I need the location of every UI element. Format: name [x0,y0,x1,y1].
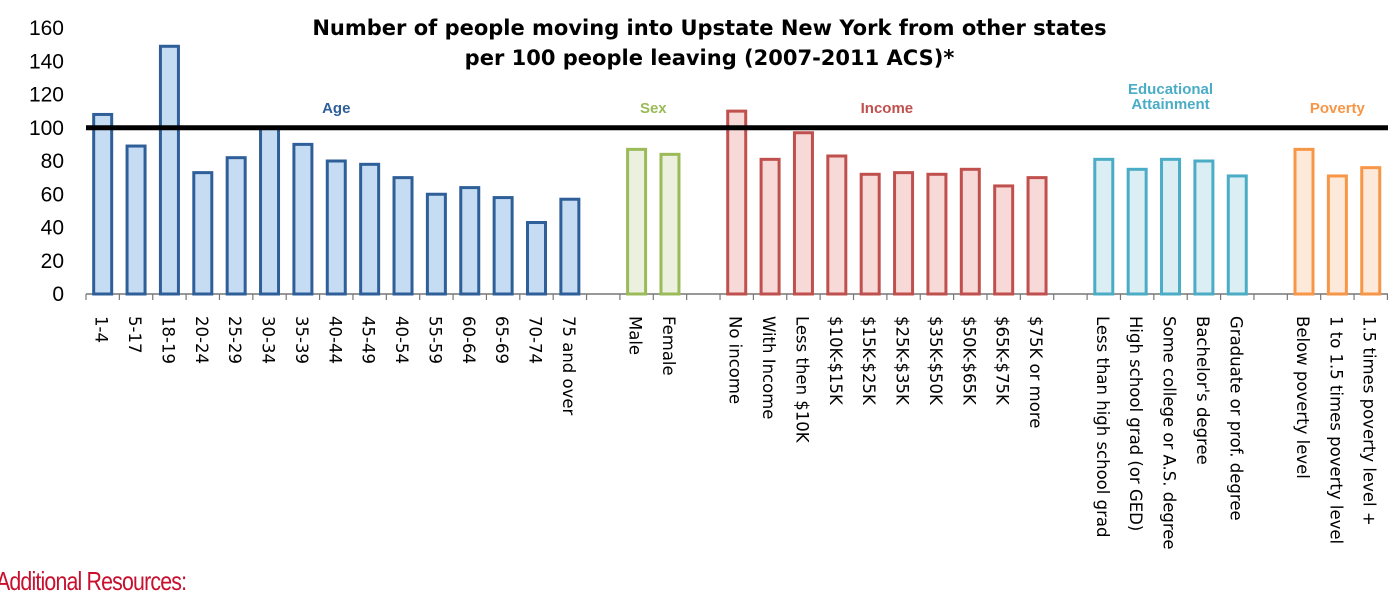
bar-high-school-grad-or-ged- [1126,167,1148,296]
bar--15k-25k [859,172,881,296]
bar-with-income [759,157,781,296]
bar-30-34 [259,126,281,296]
category-label: Graduate or prof. degree [1226,316,1245,521]
category-label: 65-69 [492,316,511,364]
bar-35-39 [292,142,314,296]
bar-60-64 [459,186,481,296]
category-label: 75 and over [559,316,578,416]
category-label: $65K-$75K [993,316,1012,406]
bar-18-19 [158,44,180,296]
category-label: 1 to 1.5 times poverty level [1326,316,1345,544]
category-label: With Income [759,316,778,419]
category-label: Bachelor's degree [1193,316,1212,465]
bar--65k-75k [993,184,1015,296]
bar--10k-15k [826,154,848,296]
category-label: 25-29 [225,316,244,364]
group-label-income: Income [861,100,914,117]
bar-75-and-over [559,197,581,296]
category-label: 40-54 [392,316,411,364]
bar-40-54 [392,176,414,296]
bar-55-59 [425,192,447,296]
y-tick-label: 80 [41,150,64,173]
group-label-educational-attainment: Attainment [1131,96,1209,113]
chart-title-line-1: Number of people moving into Upstate New… [312,16,1107,40]
bar-less-then-10k [792,131,814,296]
category-label: $75K or more [1026,316,1045,428]
y-tick-label: 120 [29,84,64,107]
bar-45-49 [359,162,381,296]
category-label: 55-59 [425,316,444,364]
category-label: 30-34 [259,316,278,364]
bar-less-than-high-school-grad [1093,157,1115,296]
bar--50k-65k [959,167,981,296]
category-label: $10K-$15K [826,316,845,406]
category-label: 35-39 [292,316,311,364]
bar--25k-35k [893,171,915,296]
bar-70-74 [525,221,547,296]
category-label: High school grad (or GED) [1126,316,1145,531]
bar-graduate-or-prof-degree [1226,174,1248,296]
bar-some-college-or-a-s-degree [1160,157,1182,296]
y-tick-label: 100 [29,117,64,140]
category-label: 18-19 [158,316,177,364]
bar-20-24 [192,171,214,296]
bar--75k-or-more [1026,176,1048,296]
y-tick-label: 160 [29,17,64,40]
category-label: 60-64 [459,316,478,364]
category-label: 1-4 [92,316,111,343]
bar-below-poverty-level [1293,147,1315,296]
bar-female [659,152,681,296]
bar-1-to-1-5-times-poverty-level [1326,174,1348,296]
bar-1-4 [92,112,114,296]
category-label: $50K-$65K [959,316,978,406]
y-tick-label: 40 [41,217,64,240]
category-label: $15K-$25K [859,316,878,406]
category-label: 5-17 [125,316,144,353]
bar-1-5-times-poverty-level- [1360,166,1382,296]
category-label: Female [659,316,678,376]
category-label: Male [626,316,645,355]
chart-title-line-2: per 100 people leaving (2007-2011 ACS)* [464,46,955,70]
category-label: Some college or A.S. degree [1160,316,1179,550]
category-label: 1.5 times poverty level + [1360,316,1379,526]
category-label: 20-24 [192,316,211,364]
group-label-poverty: Poverty [1310,100,1366,117]
bar-40-44 [325,159,347,296]
category-label: 70-74 [525,316,544,364]
category-label: 40-44 [325,316,344,364]
bar-25-29 [225,156,247,296]
group-label-sex: Sex [640,100,667,117]
bar--35k-50k [926,172,948,296]
y-tick-label: 140 [29,50,64,73]
y-tick-label: 0 [52,283,64,306]
category-label: $25K-$35K [893,316,912,406]
additional-resources-heading: Additional Resources: [0,566,187,596]
category-label: 45-49 [359,316,378,364]
category-label: Less then $10K [792,316,811,444]
bar-male [626,147,648,296]
category-label: $35K-$50K [926,316,945,406]
bar-bachelor-s-degree [1193,159,1215,296]
category-label: Below poverty level [1293,316,1312,479]
bar-65-69 [492,196,514,296]
group-label-educational-attainment: Educational [1128,81,1213,98]
group-label-age: Age [322,100,350,117]
category-label: Less than high school grad [1093,316,1112,537]
bar-5-17 [125,144,147,296]
y-tick-label: 60 [41,183,64,206]
category-label: No income [726,316,745,404]
y-tick-label: 20 [41,250,64,273]
bar-no-income [726,109,748,296]
